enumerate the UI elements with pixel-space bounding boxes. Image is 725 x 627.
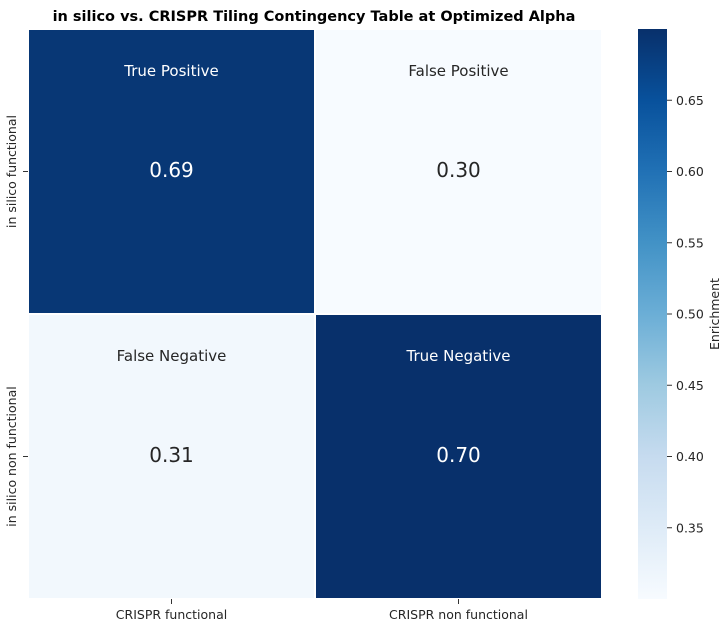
cell-value: 0.69 — [149, 158, 194, 182]
colorbar-tick-label: 0.45 — [676, 378, 704, 393]
chart-title: in silico vs. CRISPR Tiling Contingency … — [53, 9, 576, 25]
colorbar-tick-label: 0.65 — [676, 93, 704, 108]
cell-label: False Positive — [408, 62, 508, 80]
colorbar-tick-label: 0.50 — [676, 307, 704, 322]
cell-value: 0.70 — [436, 443, 481, 467]
colorbar: 0.35 0.40 0.45 0.50 0.55 0.60 0.65 Enrichment — [638, 29, 722, 599]
heatmap-cell — [314, 28, 603, 315]
colorbar-tick-label: 0.55 — [676, 235, 704, 250]
heatmap-cell — [27, 313, 316, 600]
x-tick-label: CRISPR non functional — [389, 607, 528, 622]
heatmap-axes: CRISPR functional CRISPR non functional in… — [4, 115, 528, 622]
colorbar-gradient — [638, 29, 667, 599]
heatmap-cells: True Positive 0.69 False Positive 0.30 False… — [27, 28, 603, 600]
heatmap-cell — [27, 28, 316, 315]
colorbar-tick-label: 0.35 — [676, 520, 704, 535]
colorbar-tick-label: 0.60 — [676, 164, 704, 179]
cell-value: 0.31 — [149, 443, 194, 467]
cell-value: 0.30 — [436, 158, 481, 182]
y-tick-label: in silico non functional — [4, 386, 19, 526]
colorbar-tick-label: 0.40 — [676, 449, 704, 464]
cell-label: True Negative — [406, 347, 511, 365]
x-tick-label: CRISPR functional — [116, 607, 227, 622]
cell-label: True Positive — [123, 62, 218, 80]
cell-label: False Negative — [117, 347, 227, 365]
y-tick-label: in silico functional — [4, 115, 19, 228]
heatmap-cell — [314, 313, 603, 600]
colorbar-label: Enrichment — [707, 278, 722, 350]
